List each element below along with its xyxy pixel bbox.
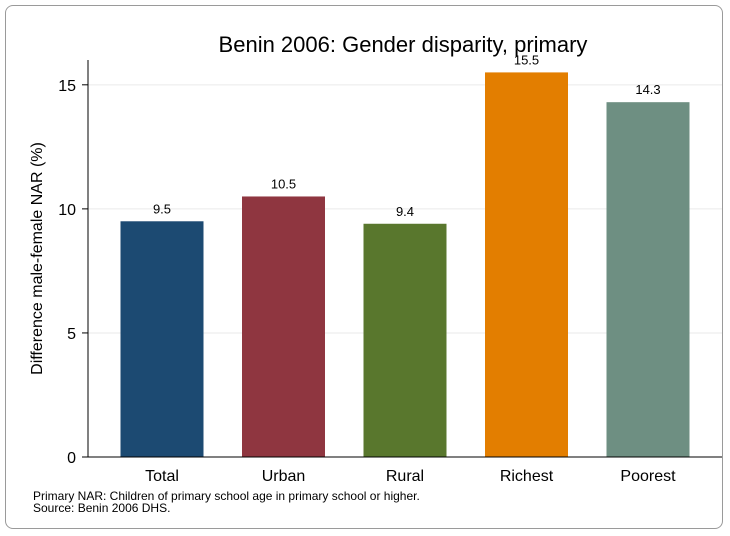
x-tick-label-urban: Urban xyxy=(262,468,306,485)
x-tick-label-richest: Richest xyxy=(500,468,554,485)
x-tick-label-poorest: Poorest xyxy=(620,468,676,485)
y-tick-label-5: 5 xyxy=(67,326,76,343)
y-tick-label-10: 10 xyxy=(58,202,76,219)
chart-title: Benin 2006: Gender disparity, primary xyxy=(219,32,588,57)
bar-poorest xyxy=(606,102,690,458)
y-tick-label-0: 0 xyxy=(67,450,76,467)
bars xyxy=(120,72,690,458)
footnote-source: Source: Benin 2006 DHS. xyxy=(33,501,171,515)
y-axis: 0 5 10 15 xyxy=(58,60,722,467)
value-label-poorest: 14.3 xyxy=(635,82,660,97)
bar-rural xyxy=(363,223,447,457)
x-tick-label-rural: Rural xyxy=(386,468,424,485)
bar-richest xyxy=(485,72,568,457)
bar-total xyxy=(120,221,204,457)
footnote-definition: Primary NAR: Children of primary school … xyxy=(33,489,420,503)
y-tick-label-15: 15 xyxy=(58,78,76,95)
x-axis-tick-labels: Total Urban Rural Richest Poorest xyxy=(145,468,676,485)
bar-value-labels: 9.5 10.5 9.4 15.5 14.3 xyxy=(153,52,661,218)
y-axis-title: Difference male-female NAR (%) xyxy=(29,142,46,375)
x-tick-label-total: Total xyxy=(145,468,179,485)
value-label-total: 9.5 xyxy=(153,201,171,216)
bar-urban xyxy=(242,196,325,457)
value-label-rural: 9.4 xyxy=(396,204,414,219)
value-label-urban: 10.5 xyxy=(271,176,296,191)
value-label-richest: 15.5 xyxy=(514,52,539,67)
